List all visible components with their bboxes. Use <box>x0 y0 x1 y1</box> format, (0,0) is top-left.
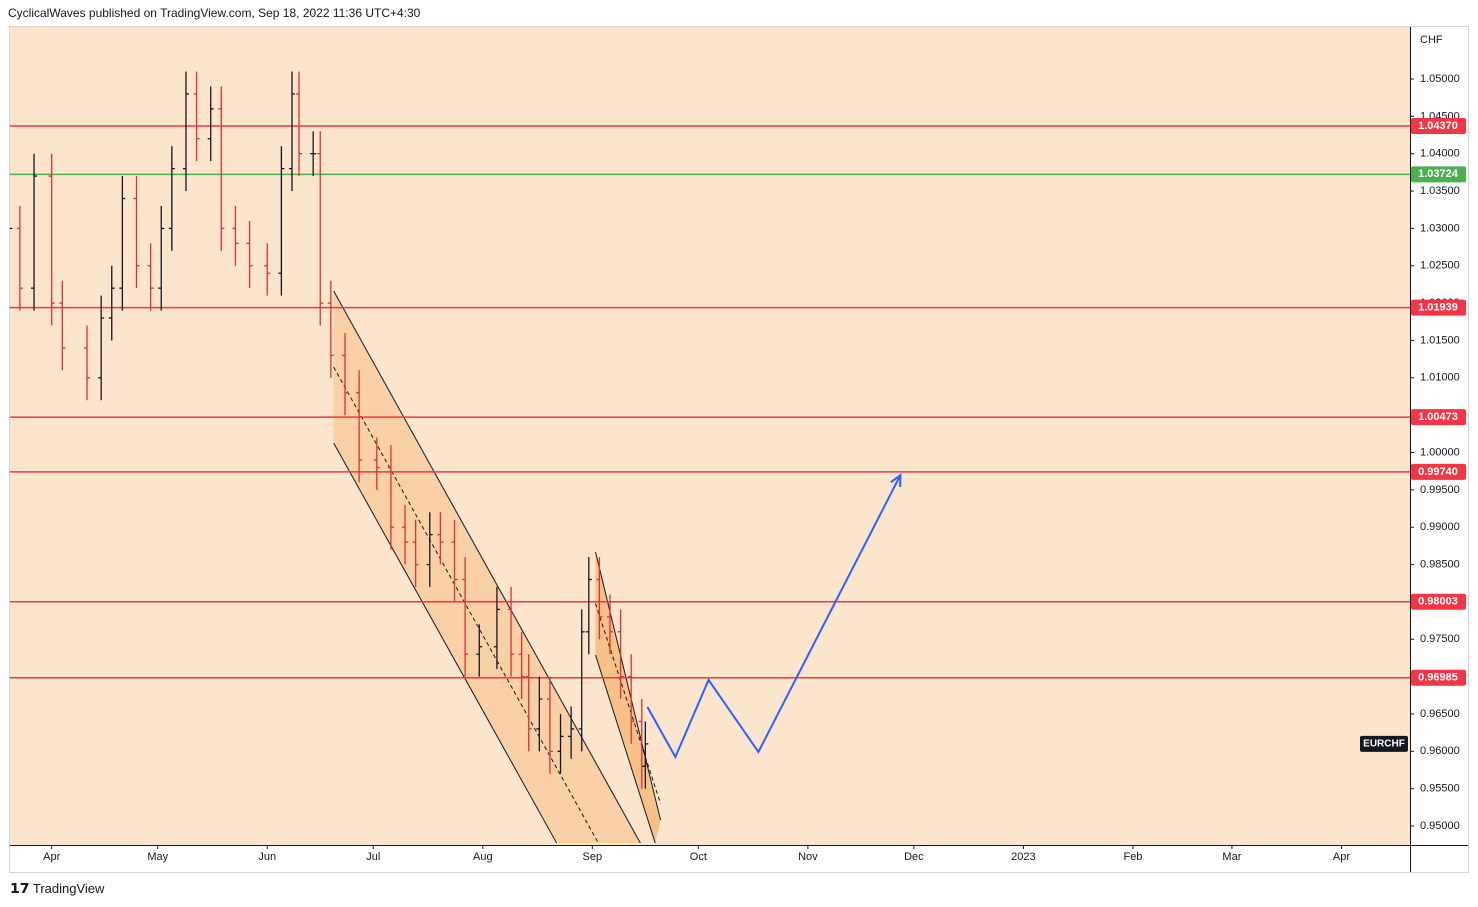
frame <box>9 26 1469 873</box>
channel-fill <box>595 552 661 844</box>
plot <box>10 71 1410 844</box>
y-tick-label: 1.01000 <box>1420 372 1460 384</box>
chart: CHF 1.050001.045001.040001.035001.030001… <box>9 26 1469 873</box>
level-label: 1.01939 <box>1418 302 1458 314</box>
x-tick-label: Sep <box>583 851 603 863</box>
channel-mid <box>595 603 662 804</box>
header: CyclicalWaves published on TradingView.c… <box>8 6 421 20</box>
level-label: 0.99740 <box>1418 466 1458 478</box>
symbol-label-bg <box>1360 735 1408 752</box>
y-tick-label: 0.98500 <box>1420 558 1460 570</box>
y-tick-label: 0.95000 <box>1420 820 1460 832</box>
y-tick-label: 1.04000 <box>1420 148 1460 160</box>
level-label-bg <box>1411 669 1466 686</box>
level-label: 1.00473 <box>1418 411 1458 423</box>
level-label-bg <box>1411 593 1466 610</box>
x-tick-label: Nov <box>798 851 818 863</box>
channel-upper <box>595 551 662 821</box>
channel-upper <box>333 290 641 844</box>
y-tick-label: 0.95500 <box>1420 783 1460 795</box>
x-tick-label: Feb <box>1123 851 1142 863</box>
y-tick-label: 0.96000 <box>1420 745 1460 757</box>
x-tick-label: Apr <box>43 851 60 863</box>
x-tick-label: Oct <box>690 851 707 863</box>
level-label: 0.98003 <box>1418 596 1458 608</box>
level-label: 0.96985 <box>1418 672 1458 684</box>
y-tick-label: 0.96500 <box>1420 708 1460 720</box>
level-label: 1.03724 <box>1418 168 1459 180</box>
y-tick-label: 1.02500 <box>1420 260 1460 272</box>
level-label-bg <box>1411 118 1466 135</box>
x-tick-label: Aug <box>473 851 493 863</box>
symbol-label: EURCHF <box>1363 738 1405 749</box>
projection-arrowhead <box>890 472 902 488</box>
y-tick-label: 0.99000 <box>1420 521 1460 533</box>
x-tick-label: Jun <box>258 851 276 863</box>
level-label-bg <box>1411 409 1466 426</box>
brand: TradingView <box>32 881 105 896</box>
channel-lower <box>595 654 656 844</box>
plot-background <box>10 27 1410 845</box>
x-tick-label: Mar <box>1222 851 1241 863</box>
level-label: 1.04370 <box>1418 120 1458 132</box>
x-tick-label: Jul <box>366 851 380 863</box>
x-tick-label: May <box>147 851 168 863</box>
y-tick-label: 1.00000 <box>1420 446 1460 458</box>
level-label-bg <box>1411 299 1466 316</box>
x-tick-label: Apr <box>1333 851 1350 863</box>
x-tick-label: 2023 <box>1011 851 1035 863</box>
y-tick-label: 0.97500 <box>1420 633 1460 645</box>
x-tick-label: Dec <box>904 851 924 863</box>
y-tick-label: 1.03000 <box>1420 222 1460 234</box>
y-tick-label: 0.99500 <box>1420 484 1460 496</box>
y-tick-label: 1.03500 <box>1420 185 1460 197</box>
level-label-bg <box>1411 463 1466 480</box>
projection-path <box>646 474 902 760</box>
level-label-bg <box>1411 166 1466 183</box>
channel-lower <box>333 442 558 844</box>
y-tick-label: 1.01500 <box>1420 334 1460 346</box>
y-tick-label: 1.05000 <box>1420 73 1460 85</box>
footer: 𝟭𝟳 TradingView <box>10 880 105 896</box>
currency: CHF <box>1420 34 1443 46</box>
